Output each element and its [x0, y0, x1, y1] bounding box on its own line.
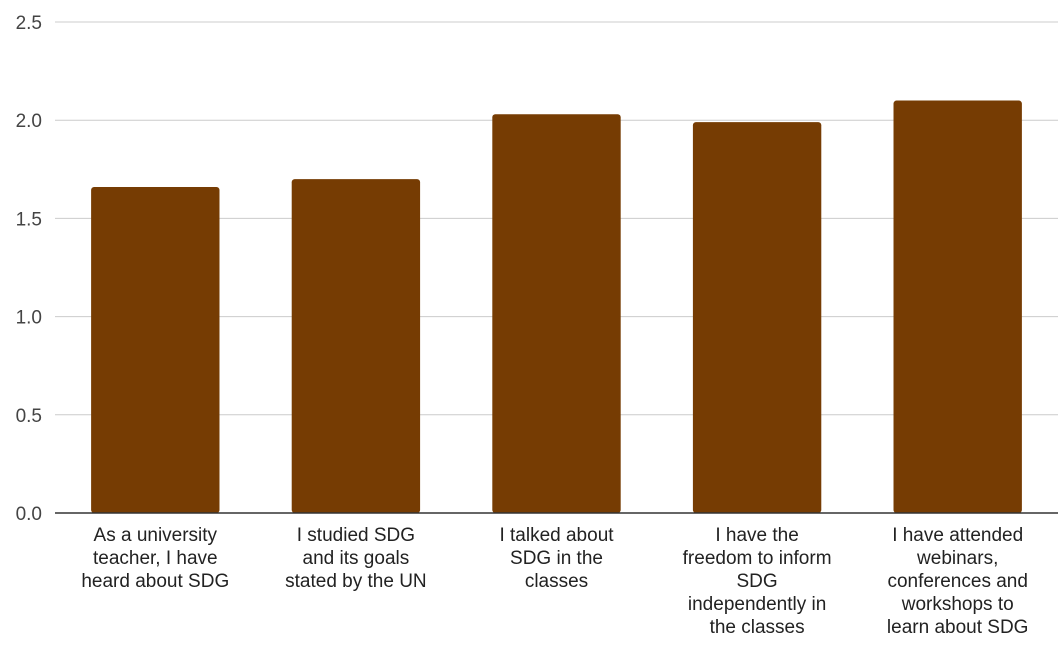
- x-category-label: I studied SDG and its goals stated by the …: [285, 525, 427, 592]
- y-tick-label: 1.0: [16, 308, 42, 329]
- bar: [893, 100, 1022, 513]
- y-tick-label: 2.5: [16, 13, 42, 34]
- x-category-label: I talked about SDG in the classes: [499, 525, 614, 592]
- y-tick-label: 0.0: [16, 504, 42, 525]
- x-axis-category-labels: As a university teacher, I have heard abou…: [81, 525, 1028, 638]
- y-tick-label: 1.5: [16, 209, 42, 230]
- y-tick-label: 2.0: [16, 111, 42, 132]
- y-tick-label: 0.5: [16, 406, 42, 427]
- x-category-label: I have attended webinars, conferences and w…: [887, 525, 1029, 638]
- bar: [291, 179, 421, 513]
- bars: [91, 100, 1022, 514]
- x-category-label: As a university teacher, I have heard abou…: [81, 525, 229, 592]
- bar: [492, 114, 621, 514]
- y-axis-tick-labels: 0.0 0.5 1.0 1.5 2.0 2.5: [16, 13, 42, 525]
- bar: [692, 122, 822, 513]
- bar: [91, 186, 220, 513]
- x-category-label: I have the freedom to inform SDG independen…: [683, 525, 832, 638]
